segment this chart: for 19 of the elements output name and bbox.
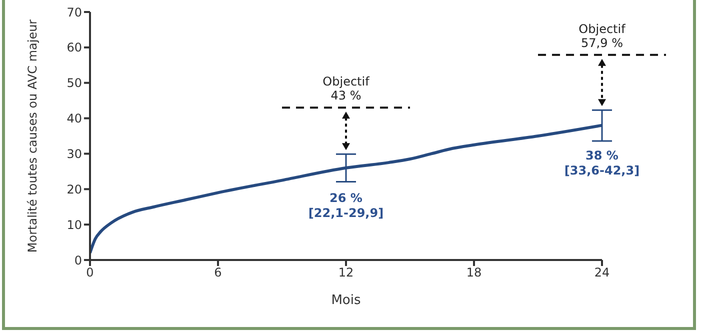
y-tick-label: 40 <box>66 112 82 126</box>
x-axis-title: Mois <box>331 293 361 308</box>
x-tick-label: 18 <box>466 266 482 280</box>
y-tick-label: 20 <box>66 182 82 196</box>
y-tick-label: 10 <box>66 218 82 232</box>
x-tick-label: 24 <box>594 266 610 280</box>
x-tick-label: 6 <box>214 266 222 280</box>
y-tick-label: 0 <box>74 253 82 268</box>
y-axis-title: Mortalité toutes causes ou AVC majeur <box>25 19 40 253</box>
ref-line-label: Objectif 43 % <box>322 74 370 103</box>
x-tick-label: 12 <box>338 266 354 280</box>
x-tick-label: 0 <box>86 266 94 280</box>
y-tick-label: 50 <box>66 76 82 90</box>
y-tick-label: 70 <box>66 5 82 20</box>
annotation: 26 % [22,1-29,9] <box>308 190 384 220</box>
ref-line-label: Objectif 57,9 % <box>578 22 626 50</box>
annotation: 38 % [33,6-42,3] <box>564 148 640 178</box>
y-tick-label: 60 <box>66 40 82 55</box>
y-tick-label: 30 <box>66 146 82 161</box>
